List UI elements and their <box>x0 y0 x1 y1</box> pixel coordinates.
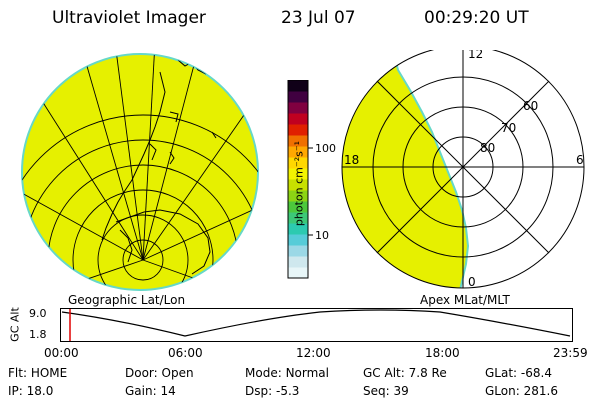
info-seq: Seq: 39 <box>363 384 409 398</box>
colorbar-band <box>288 212 308 224</box>
info-glat: GLat: -68.4 <box>485 366 552 380</box>
altitude-ytick: 9.0 <box>29 307 47 320</box>
coastlines <box>101 59 217 275</box>
altitude-xtick: 12:00 <box>296 346 331 360</box>
colorbar-band <box>288 256 308 268</box>
colorbar-frame <box>287 80 309 279</box>
colorbar-band <box>288 113 308 125</box>
right-panel-caption: Apex MLat/MLT <box>420 293 510 307</box>
altitude-plot-frame <box>60 308 573 342</box>
info-ip: IP: 18.0 <box>8 384 54 398</box>
altitude-xtick: 18:00 <box>425 346 460 360</box>
mlt-label-6: 6 <box>576 153 584 167</box>
colorbar-band <box>288 245 308 257</box>
altitude-xtick: 06:00 <box>168 346 203 360</box>
polar-grid <box>341 50 585 289</box>
colorbar-band <box>288 157 308 169</box>
mlt-label-18: 18 <box>344 153 359 167</box>
colorbar-unit-label: photon cm⁻²s⁻¹ <box>292 140 306 227</box>
colorbar-tick-label: 100 <box>315 142 336 155</box>
info-door: Door: Open <box>125 366 194 380</box>
time-label: 00:29:20 UT <box>424 8 529 28</box>
colorbar-band <box>288 124 308 136</box>
mlt-label-12: 12 <box>468 50 483 61</box>
altitude-plot <box>60 308 573 342</box>
lat-lon-grid <box>22 54 258 290</box>
colorbar: 100 10 <box>287 80 336 279</box>
mlat-label-70: 70 <box>501 121 516 135</box>
mlat-label-60: 60 <box>523 99 538 113</box>
colorbar-band <box>288 190 308 202</box>
altitude-xtick: 23:59 <box>553 346 588 360</box>
colorbar-band <box>288 201 308 213</box>
colorbar-tick-label: 10 <box>315 229 329 242</box>
info-gain: Gain: 14 <box>125 384 176 398</box>
info-dsp: Dsp: -5.3 <box>245 384 300 398</box>
colorbar-band <box>288 179 308 191</box>
colorbar-band <box>288 234 308 246</box>
info-flt: Flt: HOME <box>8 366 68 380</box>
info-glon: GLon: 281.6 <box>485 384 558 398</box>
uv-glow-region <box>342 50 470 288</box>
altitude-xtick: 00:00 <box>44 346 79 360</box>
instrument-title: Ultraviolet Imager <box>52 8 206 28</box>
colorbar-band <box>288 267 308 279</box>
mlat-label-80: 80 <box>480 141 495 155</box>
left-panel-caption: Geographic Lat/Lon <box>68 293 186 307</box>
geographic-map <box>21 53 259 291</box>
date-label: 23 Jul 07 <box>281 8 356 28</box>
altitude-ylabel: GC Alt <box>8 307 22 342</box>
colorbar-band <box>288 91 308 103</box>
info-gc-alt: GC Alt: 7.8 Re <box>363 366 447 380</box>
colorbar-band <box>288 135 308 147</box>
mlt-label-0: 0 <box>468 275 476 289</box>
colorbar-band <box>288 80 308 92</box>
polar-plot: 12 18 6 0 60 70 80 <box>341 50 585 289</box>
altitude-curve <box>61 309 571 337</box>
altitude-ytick: 1.8 <box>29 328 47 341</box>
colorbar-band <box>288 146 308 158</box>
colorbar-gradient <box>288 80 308 279</box>
colorbar-band <box>288 102 308 114</box>
colorbar-band <box>288 168 308 180</box>
colorbar-band <box>288 223 308 235</box>
info-mode: Mode: Normal <box>245 366 329 380</box>
